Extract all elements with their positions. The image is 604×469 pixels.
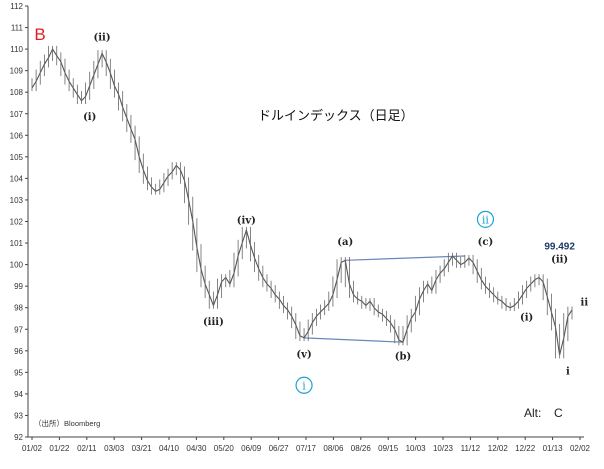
wave-label: i <box>566 367 570 378</box>
y-tick-label: 99 <box>14 282 23 291</box>
y-axis-ticks: 92 93 94 95 96 97 98 99 100 101 102 103 104 105 106 107… <box>10 2 28 442</box>
x-tick-label: 06/27 <box>269 444 290 453</box>
y-tick-label: 101 <box>10 239 24 248</box>
trendline <box>304 337 404 343</box>
wave-label: (a) <box>337 237 353 248</box>
x-tick-label: 04/10 <box>159 444 180 453</box>
x-tick-label: 10/23 <box>433 444 454 453</box>
y-tick-label: 98 <box>14 304 23 313</box>
x-tick-label: 01/13 <box>543 444 564 453</box>
y-tick-label: 106 <box>10 131 24 140</box>
x-tick-label: 03/03 <box>104 444 125 453</box>
x-tick-label: 09/15 <box>378 444 399 453</box>
y-tick-label: 112 <box>10 2 23 11</box>
circled-wave-label: i <box>302 379 306 392</box>
y-tick-label: 108 <box>10 88 24 97</box>
y-tick-label: 109 <box>10 67 24 76</box>
wave-label: (ii) <box>94 32 111 43</box>
y-tick-label: 92 <box>14 433 23 442</box>
wave-label: (b) <box>395 351 411 362</box>
wave-label: (i) <box>83 112 96 123</box>
x-tick-label: 08/06 <box>323 444 344 453</box>
circle-marker <box>476 210 495 228</box>
y-tick-label: 102 <box>10 218 24 227</box>
wave-label-corner: B <box>34 25 45 44</box>
x-tick-label: 01/02 <box>22 444 43 453</box>
x-tick-label: 07/17 <box>296 444 317 453</box>
chart-title: ドルインデックス（日足） <box>258 108 414 124</box>
x-tick-label: 08/26 <box>351 444 372 453</box>
x-tick-label: 03/21 <box>132 444 153 453</box>
x-tick-label: 02/02 <box>570 444 591 453</box>
y-tick-label: 93 <box>14 411 23 420</box>
y-tick-label: 96 <box>14 347 23 356</box>
circle-marker <box>295 376 313 394</box>
trendline <box>345 255 465 261</box>
y-tick-label: 105 <box>10 153 24 162</box>
wave-label: (v) <box>296 349 311 360</box>
x-tick-label: 10/03 <box>406 444 427 453</box>
x-tick-label: 02/11 <box>77 444 97 453</box>
alt-label: Alt: <box>524 406 541 420</box>
y-tick-label: 107 <box>10 110 24 119</box>
y-tick-label: 110 <box>10 45 23 54</box>
y-tick-label: 111 <box>11 24 24 33</box>
y-tick-label: 103 <box>10 196 24 205</box>
y-tick-label: 94 <box>14 390 23 399</box>
x-tick-label: 04/30 <box>186 444 207 453</box>
wave-label: (iv) <box>237 216 256 227</box>
y-tick-label: 95 <box>14 368 23 377</box>
y-tick-label: 100 <box>10 261 24 270</box>
wave-label: (c) <box>478 237 494 248</box>
x-tick-label: 01/22 <box>49 444 70 453</box>
chart-frame <box>27 6 584 438</box>
series-line <box>31 47 573 356</box>
x-tick-label: 05/20 <box>214 444 235 453</box>
wave-label: (iii) <box>203 317 224 328</box>
alt-value: C <box>554 406 563 420</box>
x-tick-label: 06/09 <box>241 444 262 453</box>
trendlines <box>304 255 465 343</box>
circled-wave-label: ii <box>482 213 490 226</box>
y-tick-label: 97 <box>14 325 23 334</box>
peak-value-label: 99.492 <box>544 242 575 253</box>
wave-label: (i) <box>520 313 533 324</box>
x-axis-ticks: 01/02 01/22 02/11 03/03 03/21 04/10 04/30 05/20… <box>22 437 591 453</box>
wave-annotations: B (ii) (i) (iii) (iv) (v) i (a) (b) (c) ii (i) 99.49… <box>34 25 589 394</box>
y-tick-label: 104 <box>10 174 24 183</box>
x-tick-label: 12/22 <box>515 444 536 453</box>
source-label: （出所）Bloomberg <box>34 418 100 428</box>
price-series <box>31 45 573 359</box>
wave-label: ii <box>581 298 589 309</box>
x-tick-label: 12/02 <box>488 444 509 453</box>
wave-label: (ii) <box>551 254 568 265</box>
x-tick-label: 11/12 <box>461 444 481 453</box>
